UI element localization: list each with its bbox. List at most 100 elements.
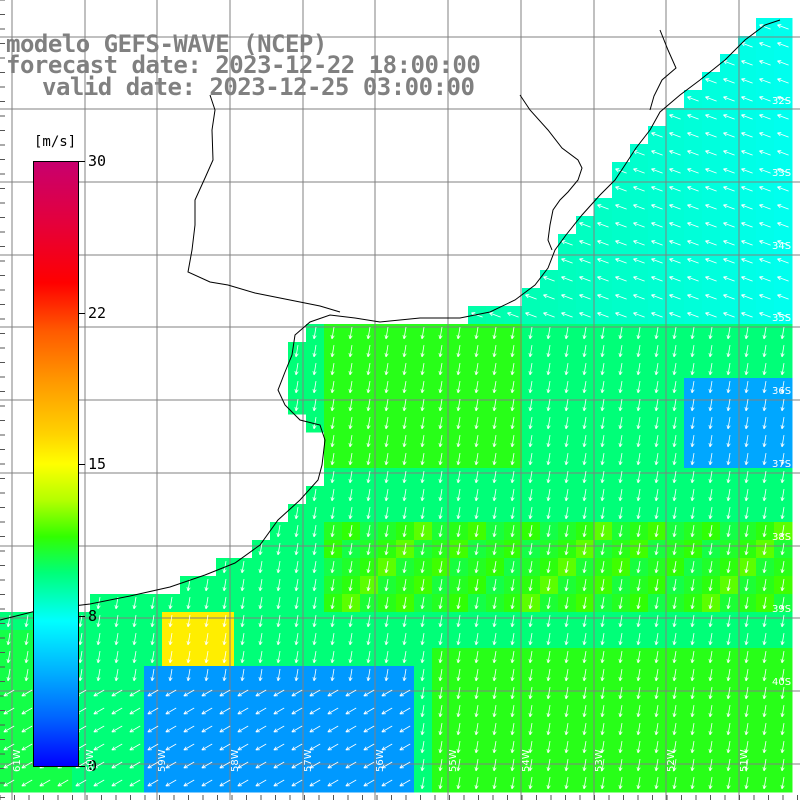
wind-arrow: [348, 633, 353, 646]
wind-arrow: [777, 204, 789, 210]
wind-arrow: [384, 543, 389, 556]
wind-arrow: [438, 471, 443, 484]
wind-arrow: [672, 705, 677, 718]
wind-arrow: [705, 294, 717, 300]
wind-arrow: [654, 525, 659, 538]
wind-arrow: [726, 525, 731, 538]
wind-arrow: [636, 759, 641, 772]
wind-arrow: [474, 669, 479, 682]
wind-arrow: [366, 435, 371, 448]
wind-arrow: [474, 489, 479, 502]
wind-arrow: [474, 417, 479, 430]
wind-arrow: [201, 725, 213, 733]
wind-arrow: [654, 615, 659, 628]
wind-arrow: [543, 294, 555, 300]
wind-arrow: [723, 276, 735, 282]
wind-arrow: [618, 435, 623, 448]
wind-arrow: [255, 725, 267, 733]
wind-arrow: [705, 132, 717, 138]
wind-arrow: [168, 651, 173, 664]
wind-arrow: [633, 186, 645, 192]
wind-arrow: [615, 240, 627, 246]
wind-arrow: [21, 779, 33, 787]
wind-arrow: [312, 669, 317, 682]
wind-arrow: [204, 597, 209, 610]
wind-arrow: [402, 615, 407, 628]
wind-arrow: [147, 725, 159, 733]
wind-arrow: [636, 525, 641, 538]
wind-arrow: [507, 312, 519, 318]
wind-arrow: [759, 132, 771, 138]
wind-arrow: [600, 525, 605, 538]
wind-arrow: [618, 417, 623, 430]
wind-arrow: [93, 725, 105, 733]
wind-arrow: [582, 381, 587, 394]
wind-arrow: [636, 777, 641, 790]
wind-arrow: [690, 597, 695, 610]
wind-arrow: [474, 525, 479, 538]
wind-arrow: [600, 435, 605, 448]
wind-arrow: [618, 579, 623, 592]
colorbar-label: 15: [88, 455, 107, 473]
wind-arrow: [705, 186, 717, 192]
wind-arrow: [438, 327, 443, 340]
wind-arrow: [525, 294, 537, 300]
wind-arrow: [312, 327, 317, 340]
wind-arrow: [96, 615, 101, 628]
wind-arrow: [474, 705, 479, 718]
wind-arrow: [528, 453, 533, 466]
wind-arrow: [291, 743, 303, 751]
wind-arrow: [780, 687, 785, 700]
lagoon-border: [649, 29, 677, 111]
wind-arrow: [492, 327, 497, 340]
wind-arrow: [420, 345, 425, 358]
wind-arrow: [690, 399, 695, 412]
wind-arrow: [759, 294, 771, 300]
wind-arrow: [687, 222, 699, 228]
wind-arrow: [168, 597, 173, 610]
wind-arrow: [726, 561, 731, 574]
wind-arrow: [687, 132, 699, 138]
wind-arrow: [21, 743, 33, 751]
wind-arrow: [705, 204, 717, 210]
wind-arrow: [201, 707, 213, 715]
wind-arrow: [273, 743, 285, 751]
wind-arrow: [780, 471, 785, 484]
wind-arrow: [636, 579, 641, 592]
wind-arrow: [744, 579, 749, 592]
wind-arrow: [705, 150, 717, 156]
wind-arrow: [492, 543, 497, 556]
wind-arrow: [528, 669, 533, 682]
wind-arrow: [633, 312, 645, 318]
wind-arrow: [294, 543, 299, 556]
wind-arrow: [672, 363, 677, 376]
wind-arrow: [600, 723, 605, 736]
wind-arrow: [546, 435, 551, 448]
wind-arrow: [132, 669, 137, 682]
wind-arrow: [147, 761, 159, 769]
wind-arrow: [183, 743, 195, 751]
wind-arrow: [762, 651, 767, 664]
wind-arrow: [273, 779, 285, 787]
wind-arrow: [744, 777, 749, 790]
wind-arrow: [723, 222, 735, 228]
wind-arrow: [348, 507, 353, 520]
wind-arrow: [705, 312, 717, 318]
wind-arrow: [528, 651, 533, 664]
wind-arrow: [780, 579, 785, 592]
wind-arrow: [708, 435, 713, 448]
wind-arrow: [528, 579, 533, 592]
wind-arrow: [600, 399, 605, 412]
wind-arrow: [273, 725, 285, 733]
wind-arrow: [438, 597, 443, 610]
wind-arrow: [723, 168, 735, 174]
wind-arrow: [582, 327, 587, 340]
wind-arrow: [690, 741, 695, 754]
wind-arrow: [420, 579, 425, 592]
wind-arrow: [402, 525, 407, 538]
wind-arrow: [474, 741, 479, 754]
river-border: [187, 94, 341, 313]
wind-arrow: [777, 186, 789, 192]
wind-arrow: [366, 669, 371, 682]
wind-arrow: [654, 417, 659, 430]
